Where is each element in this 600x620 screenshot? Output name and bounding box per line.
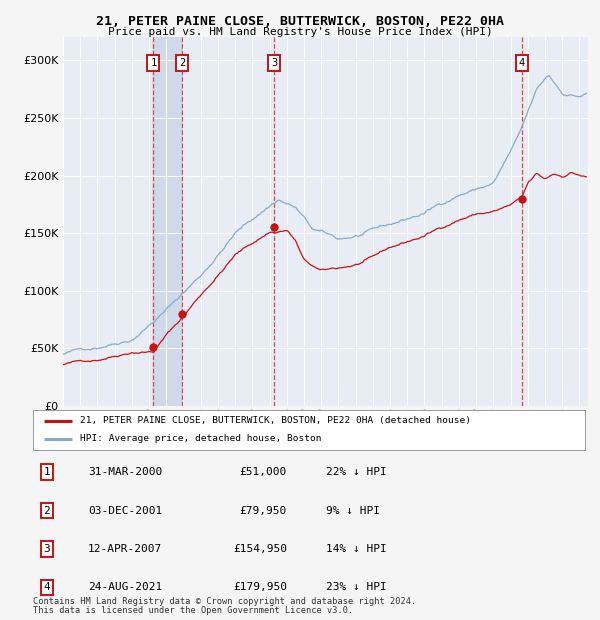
Text: Contains HM Land Registry data © Crown copyright and database right 2024.: Contains HM Land Registry data © Crown c… — [33, 597, 416, 606]
Text: 2: 2 — [179, 58, 185, 68]
Text: 4: 4 — [518, 58, 525, 68]
Text: This data is licensed under the Open Government Licence v3.0.: This data is licensed under the Open Gov… — [33, 606, 353, 615]
Text: 21, PETER PAINE CLOSE, BUTTERWICK, BOSTON, PE22 0HA: 21, PETER PAINE CLOSE, BUTTERWICK, BOSTO… — [96, 15, 504, 28]
Text: 31-MAR-2000: 31-MAR-2000 — [88, 467, 163, 477]
Text: £154,950: £154,950 — [233, 544, 287, 554]
Text: £179,950: £179,950 — [233, 582, 287, 593]
Text: 2: 2 — [43, 505, 50, 516]
Text: 24-AUG-2021: 24-AUG-2021 — [88, 582, 163, 593]
Text: 03-DEC-2001: 03-DEC-2001 — [88, 505, 163, 516]
Text: 21, PETER PAINE CLOSE, BUTTERWICK, BOSTON, PE22 0HA (detached house): 21, PETER PAINE CLOSE, BUTTERWICK, BOSTO… — [80, 417, 471, 425]
Text: HPI: Average price, detached house, Boston: HPI: Average price, detached house, Bost… — [80, 435, 322, 443]
Text: 9% ↓ HPI: 9% ↓ HPI — [326, 505, 380, 516]
Text: 1: 1 — [43, 467, 50, 477]
Text: 22% ↓ HPI: 22% ↓ HPI — [326, 467, 386, 477]
Text: £51,000: £51,000 — [239, 467, 287, 477]
Text: 3: 3 — [43, 544, 50, 554]
Text: 4: 4 — [43, 582, 50, 593]
Text: 12-APR-2007: 12-APR-2007 — [88, 544, 163, 554]
Text: £79,950: £79,950 — [239, 505, 287, 516]
Text: 3: 3 — [271, 58, 278, 68]
Text: Price paid vs. HM Land Registry's House Price Index (HPI): Price paid vs. HM Land Registry's House … — [107, 27, 493, 37]
Bar — [154, 37, 182, 406]
Text: 23% ↓ HPI: 23% ↓ HPI — [326, 582, 386, 593]
Text: 14% ↓ HPI: 14% ↓ HPI — [326, 544, 386, 554]
Text: 1: 1 — [150, 58, 157, 68]
